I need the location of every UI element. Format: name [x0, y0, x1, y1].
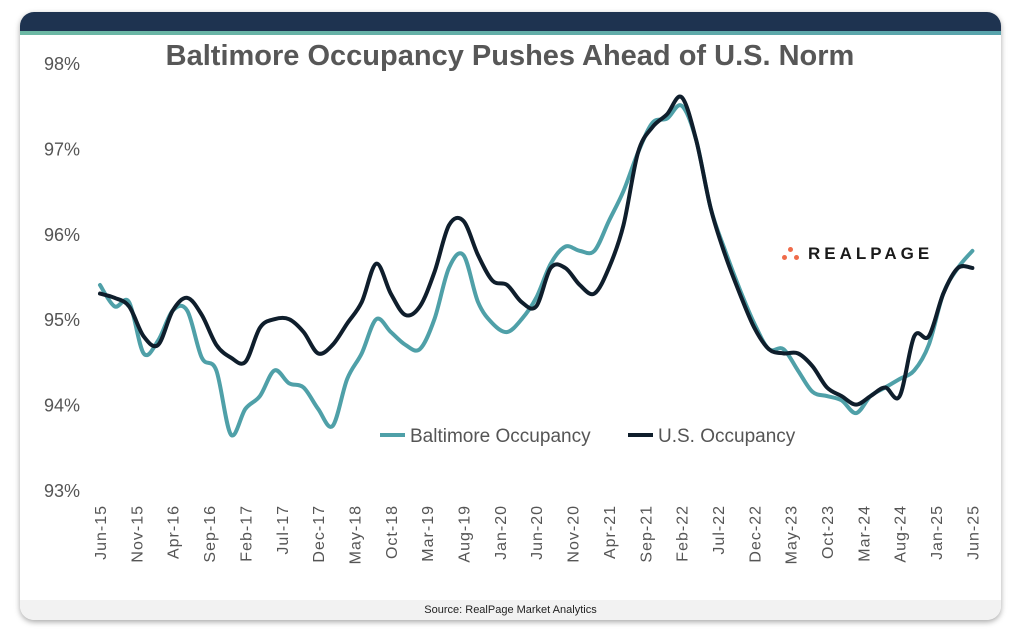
- x-tick-label: Apr-16: [166, 505, 183, 559]
- x-tick-label: Oct-23: [820, 505, 837, 559]
- logo-text: REALPAGE: [808, 244, 934, 263]
- chart-title: Baltimore Occupancy Pushes Ahead of U.S.…: [165, 40, 855, 72]
- x-tick-label: Mar-19: [420, 505, 437, 562]
- source-note: Source: RealPage Market Analytics: [20, 600, 1001, 620]
- x-tick-label: Oct-18: [384, 505, 401, 559]
- x-tick-label: Jun-25: [965, 505, 982, 560]
- legend-label-us: U.S. Occupancy: [658, 426, 796, 447]
- logo-dots-icon: [780, 245, 802, 263]
- chart-card: Source: RealPage Market Analytics: [20, 12, 1001, 620]
- y-tick-label: 96%: [44, 225, 80, 245]
- series-line-baltimore: [98, 103, 975, 438]
- x-tick-label: May-18: [347, 505, 364, 564]
- x-axis: Jun-15 Nov-15 Apr-16 Sep-16 Feb-17 Jul-17 Dec-…: [93, 505, 982, 564]
- x-tick-label: Jan-25: [929, 505, 946, 560]
- x-tick-label: Mar-24: [856, 505, 873, 562]
- x-tick-label: Nov-15: [129, 505, 146, 563]
- legend-label-baltimore: Baltimore Occupancy: [410, 426, 591, 447]
- y-tick-label: 95%: [44, 310, 80, 330]
- x-tick-label: Jan-20: [493, 505, 510, 560]
- y-tick-label: 94%: [44, 396, 80, 416]
- x-tick-label: Aug-24: [893, 505, 910, 563]
- x-tick-label: Jul-17: [275, 505, 292, 555]
- x-tick-label: Jun-15: [93, 505, 110, 560]
- x-tick-label: Nov-20: [566, 505, 583, 563]
- y-tick-label: 93%: [44, 481, 80, 501]
- header-bar: [20, 12, 1001, 31]
- accent-stripe: [20, 31, 1001, 35]
- series-line-us: [98, 94, 975, 407]
- series-lines: [98, 94, 975, 438]
- x-tick-label: Feb-17: [238, 505, 255, 562]
- x-tick-label: Sep-16: [202, 505, 219, 563]
- x-tick-label: Aug-19: [457, 505, 474, 563]
- y-tick-label: 97%: [44, 139, 80, 159]
- legend: Baltimore Occupancy U.S. Occupancy: [380, 426, 796, 447]
- realpage-logo: REALPAGE: [780, 244, 933, 264]
- x-tick-label: May-23: [784, 505, 801, 564]
- x-tick-label: Apr-21: [602, 505, 619, 559]
- y-axis: 93% 94% 95% 96% 97% 98%: [44, 54, 80, 501]
- x-tick-label: Jul-22: [711, 505, 728, 555]
- x-tick-label: Sep-21: [638, 505, 655, 563]
- x-tick-label: Jun-20: [529, 505, 546, 560]
- x-tick-label: Feb-22: [675, 505, 692, 562]
- x-tick-label: Dec-17: [311, 505, 328, 563]
- x-tick-label: Dec-22: [747, 505, 764, 563]
- y-tick-label: 98%: [44, 54, 80, 74]
